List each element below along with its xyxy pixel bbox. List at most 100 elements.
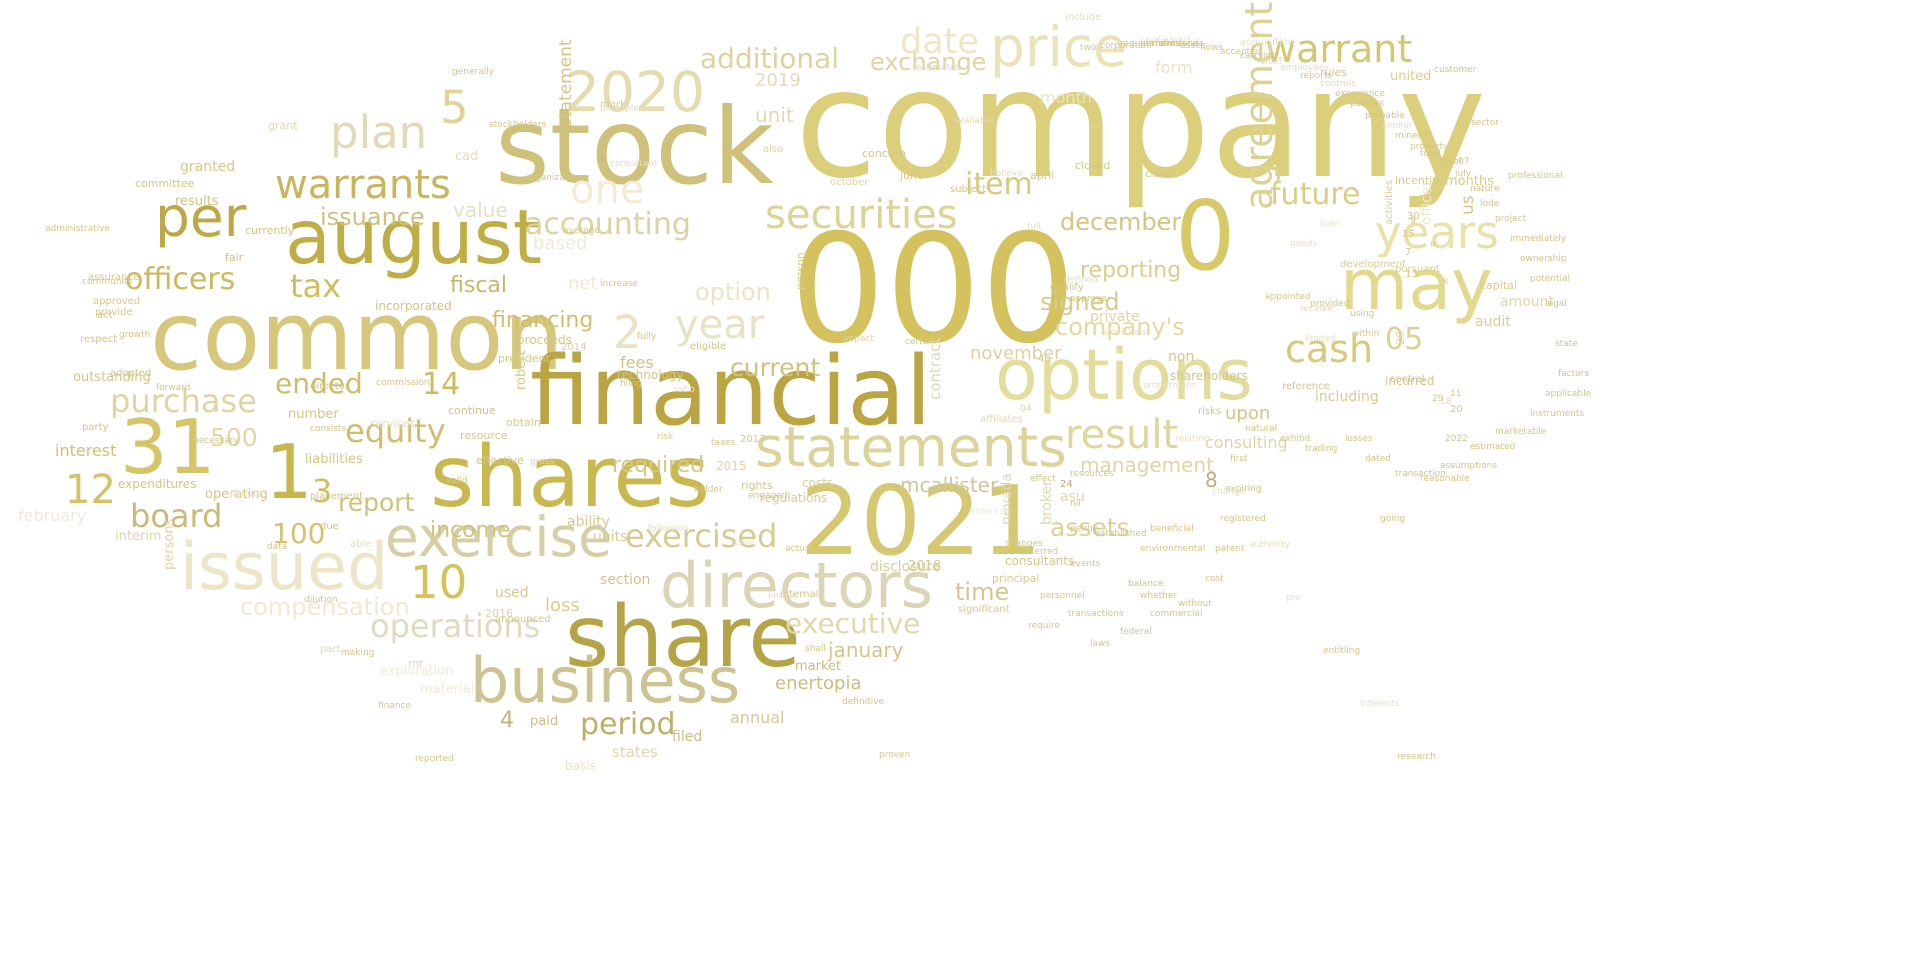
word-exploration-190: exploration [380,664,454,679]
word-results-108: results [175,194,219,209]
word-additional-42: additional [700,42,840,75]
word-7-210: 7 [1405,247,1412,258]
word-liabilities-109: liabilities [305,452,363,467]
word-taxes-343: taxes [711,438,736,448]
word-future-32: future [1270,177,1361,212]
word-exchange-43: exchange [870,48,987,76]
word-entitling-319: entitling [1323,646,1361,656]
word-equity-38: equity [345,412,446,450]
word-date-40: date [900,22,979,62]
word-placement-172: placement [310,491,364,502]
word-organization-338: organization [526,173,582,183]
word-carrying-291: carrying [1240,51,1277,61]
word-able-188: able [350,539,372,550]
word-obtain-126: obtain [506,416,541,429]
word-audit-91: audit [1475,314,1511,330]
word-upon-88: upon [1225,403,1271,424]
word-valid-185: valid [446,476,468,486]
word-related-85: related [1145,34,1191,49]
word-regulations-134: regulations [760,491,828,505]
word-receive-226: receive [1300,304,1333,314]
word-result-30: result [1065,412,1179,458]
word-incurred-93: incurred [1385,374,1435,388]
word-acquisition-201: acquisition [1240,37,1295,48]
word-dividends-295: dividends [1160,39,1204,49]
word-goods-232: goods [1290,239,1318,249]
word-k-218: k [1443,277,1449,287]
word-granted-107: granted [180,159,236,175]
word-level-279: level [1440,157,1462,167]
word-require-245: require [1028,621,1060,631]
word-two-299: two [1080,43,1097,53]
word-patent-253: patent [1215,544,1245,554]
word-believe-310: believe [990,169,1023,179]
word-1-19: 1 [265,428,313,516]
word-concern-163: concern [862,147,906,160]
word-mr-192: mr [408,657,424,670]
word-private-146: private [1090,309,1140,325]
word-activities-151: activities [1384,179,1395,225]
word-consultant-199: consultant [610,159,658,169]
word-option-71: option [695,278,771,306]
word-fees-77: fees [620,353,654,372]
word-research-321: research [1397,752,1436,762]
word-transactions-244: transactions [1068,609,1124,619]
word-20-207: 20 [1450,404,1463,415]
word-mcallister-65: mcallister [900,473,999,497]
word-risks-222: risks [1198,406,1222,417]
word-probable-284: probable [1365,111,1405,121]
word-balance-243: balance [1128,579,1164,589]
word-actual-345: actual [785,544,813,554]
word-directors-13: directors [660,549,933,622]
word-approved-176: approved [93,296,141,307]
word-05-53: 05 [1385,322,1424,357]
word-flows-293: flows [1200,43,1224,53]
word-act-178: act [97,310,113,321]
word-immediately-274: immediately [1510,234,1567,244]
word-qualify-228: qualify [1050,282,1084,293]
word-controls-287: controls [1320,79,1356,89]
word-interest-106: interest [55,441,117,460]
word-issued-12: issued [180,530,389,605]
word-rules-160: rules [1320,66,1348,79]
word-engaged-344: engaged [748,491,788,501]
word-trading-259: trading [1305,444,1338,454]
word-estimated-265: estimated [1470,442,1516,452]
word-principles-198: principles [600,104,644,114]
word-within-221: within [1352,329,1380,339]
word-principal-141: principal [992,572,1040,585]
word-tax-51: tax [290,267,342,305]
word-12-47: 12 [65,467,116,513]
word-grant-117: grant [268,119,298,132]
word-fair-118: fair [225,251,244,264]
word-united-86: united [1390,69,1432,84]
word-paid-99: paid [530,714,559,729]
word-dated-261: dated [1365,454,1392,464]
word-changes-139: changes [1005,539,1043,549]
word-effective-125: effective [476,454,524,467]
word-june-161: june [900,169,924,182]
word-reported-335: reported [415,754,454,764]
word-time-75: time [955,578,1010,606]
word-31-18: 31 [120,403,216,491]
word-development-153: development [1340,259,1406,270]
word-purchase-37: purchase [110,382,257,420]
word-community-326: community [82,277,133,287]
word-number-111: number [288,407,339,422]
word-robert-127: robert [514,350,529,390]
word-december-61: december [1060,208,1182,236]
word-requirements-297: requirements [1120,39,1181,49]
word-instruments-267: instruments [1530,409,1585,419]
word-consultants-140: consultants [1005,554,1075,568]
word-performance-296: performance [1140,39,1198,49]
word-units-102: units [593,529,628,545]
word-ended-56: ended [275,367,363,400]
word-defined-312: defined [1064,275,1098,285]
word-9-212: 9 [1410,216,1416,226]
word-relating-315: relating [1175,434,1210,444]
word-2020-21: 2020 [565,60,705,124]
word-making-333: making [341,648,375,658]
word-continue-124: continue [448,404,496,417]
word-required-78: required [612,453,705,478]
